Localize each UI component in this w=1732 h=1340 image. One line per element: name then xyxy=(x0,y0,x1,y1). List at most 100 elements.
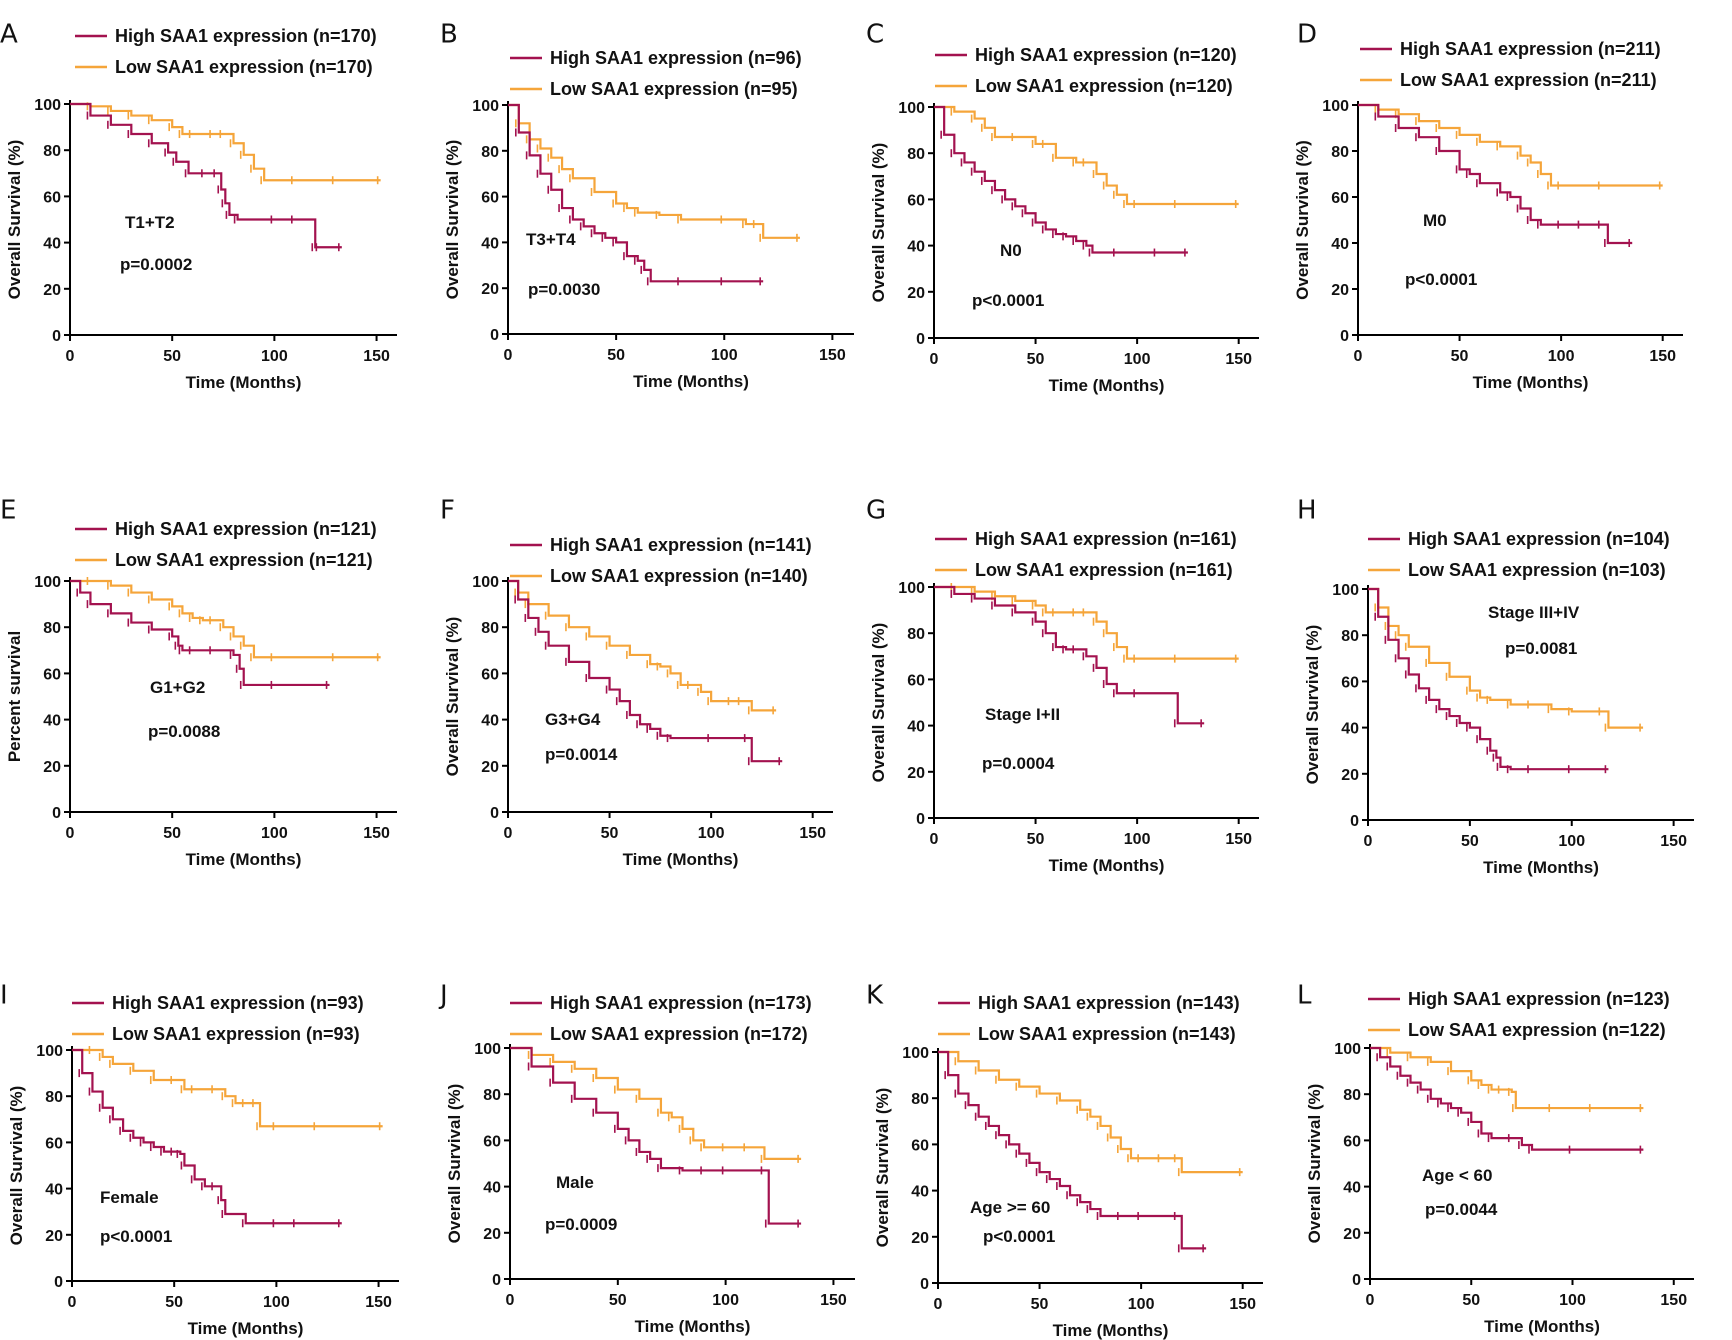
x-tick-label-k: 0 xyxy=(934,1296,943,1313)
subgroup-label-h: Stage III+IV xyxy=(1488,603,1580,622)
y-tick-label-l: 60 xyxy=(1343,1133,1361,1150)
y-tick-label-j: 100 xyxy=(474,1041,501,1058)
subgroup-label-a: T1+T2 xyxy=(125,213,175,232)
y-tick-label-h: 80 xyxy=(1341,628,1359,645)
subgroup-label-g: Stage I+II xyxy=(985,705,1060,724)
km-curve-high-d xyxy=(1358,103,1633,245)
legend-label-low-e: Low SAA1 expression (n=121) xyxy=(115,550,373,570)
km-curve-low-i xyxy=(72,1048,383,1128)
y-tick-label-a: 40 xyxy=(43,236,61,253)
y-tick-label-i: 80 xyxy=(45,1089,63,1106)
x-tick-label-c: 50 xyxy=(1027,351,1045,368)
y-tick-label-c: 60 xyxy=(907,192,925,209)
y-tick-label-e: 40 xyxy=(43,713,61,730)
km-curve-low-f xyxy=(508,579,777,712)
y-tick-label-i: 40 xyxy=(45,1182,63,1199)
y-tick-label-i: 20 xyxy=(45,1228,63,1245)
y-axis-title-h: Overall Survival (%) xyxy=(1303,625,1322,785)
x-axis-title-k: Time (Months) xyxy=(1053,1321,1169,1340)
p-value-h: p=0.0081 xyxy=(1505,639,1577,658)
y-tick-label-h: 20 xyxy=(1341,767,1359,784)
y-axis-title-f: Overall Survival (%) xyxy=(443,617,462,777)
x-axis-title-g: Time (Months) xyxy=(1049,856,1165,875)
y-tick-label-i: 60 xyxy=(45,1135,63,1152)
y-tick-label-g: 20 xyxy=(907,765,925,782)
km-curve-low-c xyxy=(934,105,1239,206)
x-tick-label-e: 100 xyxy=(261,825,288,842)
y-tick-label-e: 20 xyxy=(43,759,61,776)
y-axis-title-l: Overall Survival (%) xyxy=(1305,1084,1324,1244)
y-tick-label-h: 40 xyxy=(1341,721,1359,738)
y-tick-label-d: 20 xyxy=(1331,282,1349,299)
p-value-f: p=0.0014 xyxy=(545,745,618,764)
y-tick-label-j: 0 xyxy=(492,1272,501,1289)
x-tick-label-k: 50 xyxy=(1031,1296,1049,1313)
y-tick-label-g: 80 xyxy=(907,626,925,643)
panel-letter-l: L xyxy=(1297,980,1312,1010)
y-tick-label-e: 60 xyxy=(43,666,61,683)
y-tick-label-a: 80 xyxy=(43,143,61,160)
x-tick-label-g: 0 xyxy=(930,831,939,848)
x-tick-label-b: 0 xyxy=(504,347,513,364)
y-tick-label-l: 100 xyxy=(1334,1041,1361,1058)
x-tick-label-c: 100 xyxy=(1124,351,1151,368)
y-tick-label-l: 20 xyxy=(1343,1226,1361,1243)
subgroup-label-l: Age < 60 xyxy=(1422,1166,1492,1185)
subgroup-label-k: Age >= 60 xyxy=(970,1198,1050,1217)
x-axis-title-d: Time (Months) xyxy=(1473,373,1589,392)
x-tick-label-h: 0 xyxy=(1364,833,1373,850)
x-axis-title-i: Time (Months) xyxy=(188,1319,304,1338)
y-tick-label-l: 80 xyxy=(1343,1087,1361,1104)
x-tick-label-f: 150 xyxy=(799,825,826,842)
y-tick-label-e: 80 xyxy=(43,620,61,637)
y-tick-label-g: 0 xyxy=(916,811,925,828)
x-tick-label-e: 0 xyxy=(66,825,75,842)
x-tick-label-f: 50 xyxy=(601,825,619,842)
legend-label-low-h: Low SAA1 expression (n=103) xyxy=(1408,560,1666,580)
y-tick-label-g: 40 xyxy=(907,719,925,736)
x-tick-label-a: 100 xyxy=(261,348,288,365)
x-axis-title-h: Time (Months) xyxy=(1483,858,1599,877)
km-curve-high-e xyxy=(70,579,330,687)
legend-label-high-d: High SAA1 expression (n=211) xyxy=(1400,39,1661,59)
p-value-e: p=0.0088 xyxy=(148,722,220,741)
y-tick-label-c: 100 xyxy=(898,100,925,117)
y-tick-label-e: 0 xyxy=(52,805,61,822)
legend-label-high-h: High SAA1 expression (n=104) xyxy=(1408,529,1670,549)
km-curve-high-l xyxy=(1370,1046,1644,1151)
legend-label-high-a: High SAA1 expression (n=170) xyxy=(115,26,377,46)
legend-label-low-f: Low SAA1 expression (n=140) xyxy=(550,566,808,586)
x-tick-label-l: 150 xyxy=(1660,1292,1687,1309)
y-tick-label-f: 20 xyxy=(481,759,499,776)
legend-label-high-i: High SAA1 expression (n=93) xyxy=(112,993,364,1013)
legend-label-high-l: High SAA1 expression (n=123) xyxy=(1408,989,1670,1009)
y-tick-label-h: 60 xyxy=(1341,674,1359,691)
y-tick-label-i: 0 xyxy=(54,1274,63,1291)
y-tick-label-b: 100 xyxy=(472,98,499,115)
km-curve-low-k xyxy=(938,1050,1243,1174)
legend-label-low-g: Low SAA1 expression (n=161) xyxy=(975,560,1233,580)
y-axis-title-k: Overall Survival (%) xyxy=(873,1088,892,1248)
y-tick-label-g: 100 xyxy=(898,580,925,597)
x-tick-label-f: 100 xyxy=(698,825,725,842)
legend-label-high-j: High SAA1 expression (n=173) xyxy=(550,993,812,1013)
km-curve-high-a xyxy=(70,102,342,249)
x-axis-title-l: Time (Months) xyxy=(1484,1317,1600,1336)
y-tick-label-j: 80 xyxy=(483,1087,501,1104)
x-tick-label-k: 150 xyxy=(1229,1296,1256,1313)
x-tick-label-h: 100 xyxy=(1558,833,1585,850)
y-tick-label-f: 0 xyxy=(490,805,499,822)
panel-letter-j: J xyxy=(438,980,448,1010)
legend-label-low-j: Low SAA1 expression (n=172) xyxy=(550,1024,808,1044)
y-tick-label-k: 60 xyxy=(911,1137,929,1154)
x-tick-label-j: 150 xyxy=(820,1292,847,1309)
legend-label-low-i: Low SAA1 expression (n=93) xyxy=(112,1024,360,1044)
y-tick-label-h: 100 xyxy=(1332,582,1359,599)
panel-letter-b: B xyxy=(440,19,458,49)
y-tick-label-e: 100 xyxy=(34,574,61,591)
p-value-a: p=0.0002 xyxy=(120,255,192,274)
y-tick-label-a: 0 xyxy=(52,328,61,345)
y-axis-title-g: Overall Survival (%) xyxy=(869,623,888,783)
y-tick-label-k: 20 xyxy=(911,1230,929,1247)
